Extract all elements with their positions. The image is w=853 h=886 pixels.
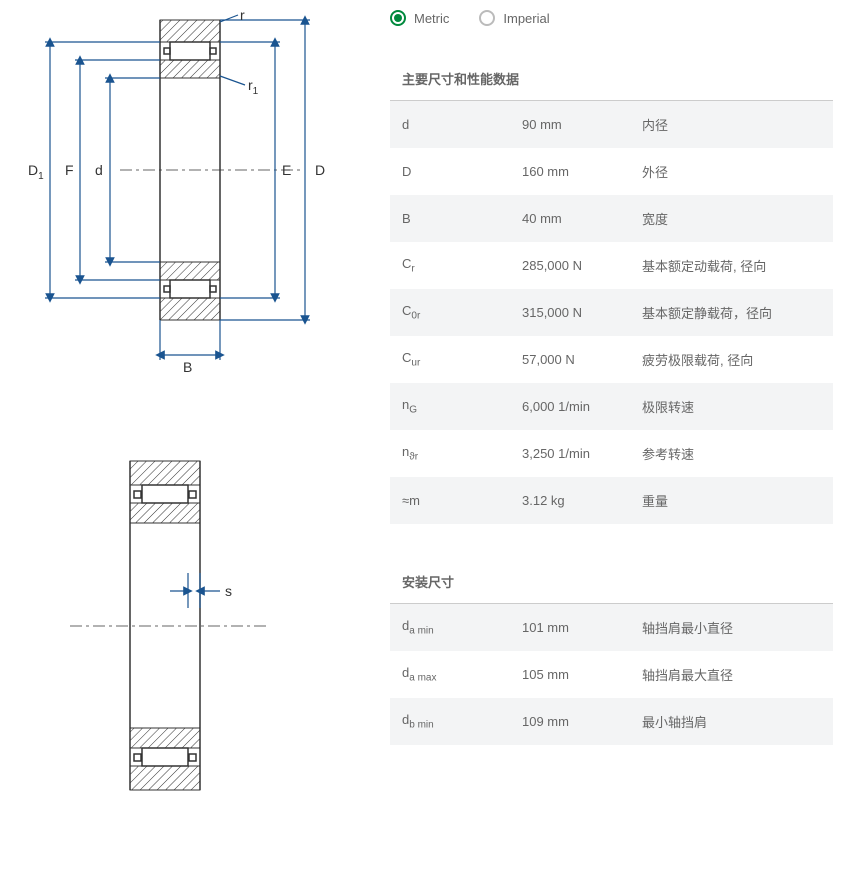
section-mounting-dimensions: 安装尺寸 da min101 mm轴挡肩最小直径da max105 mm轴挡肩最… [390, 564, 833, 745]
dim-label-s: s [225, 583, 232, 599]
spec-symbol: D [402, 164, 522, 179]
dim-label-r1: r1 [248, 77, 259, 97]
spec-symbol: nG [402, 397, 522, 416]
spec-symbol: da max [402, 665, 522, 684]
imperial-radio[interactable]: Imperial [479, 10, 549, 26]
spec-row: Cr285,000 N基本额定动载荷, 径向 [390, 242, 833, 289]
spec-description: 外径 [642, 162, 821, 181]
spec-row: nϑr3,250 1/min参考转速 [390, 430, 833, 477]
spec-value: 109 mm [522, 714, 642, 729]
spec-value: 105 mm [522, 667, 642, 682]
spec-row: nG6,000 1/min极限转速 [390, 383, 833, 430]
spec-description: 参考转速 [642, 444, 821, 463]
unit-toggle: Metric Imperial [390, 10, 833, 26]
spec-symbol: C0r [402, 303, 522, 322]
spec-value: 57,000 N [522, 352, 642, 367]
spec-description: 重量 [642, 491, 821, 510]
section-main-dimensions: 主要尺寸和性能数据 d90 mm内径D160 mm外径B40 mm宽度Cr285… [390, 61, 833, 524]
spec-symbol: Cr [402, 256, 522, 275]
spec-value: 40 mm [522, 211, 642, 226]
spec-row: D160 mm外径 [390, 148, 833, 195]
spec-value: 315,000 N [522, 305, 642, 320]
spec-row: db min109 mm最小轴挡肩 [390, 698, 833, 745]
bearing-diagram-bottom: s [20, 443, 360, 816]
spec-value: 90 mm [522, 117, 642, 132]
spec-symbol: db min [402, 712, 522, 731]
radio-icon [390, 10, 406, 26]
dim-label-E: E [282, 162, 291, 178]
radio-icon [479, 10, 495, 26]
spec-description: 最小轴挡肩 [642, 712, 821, 731]
spec-symbol: nϑr [402, 444, 522, 463]
spec-description: 内径 [642, 115, 821, 134]
dim-label-r: r [240, 10, 245, 23]
spec-value: 101 mm [522, 620, 642, 635]
spec-description: 宽度 [642, 209, 821, 228]
spec-row: da min101 mm轴挡肩最小直径 [390, 604, 833, 651]
spec-description: 轴挡肩最小直径 [642, 618, 821, 637]
spec-value: 160 mm [522, 164, 642, 179]
spec-row: ≈m3.12 kg重量 [390, 477, 833, 524]
spec-symbol: Cur [402, 350, 522, 369]
spec-symbol: da min [402, 618, 522, 637]
metric-radio[interactable]: Metric [390, 10, 449, 26]
spec-row: B40 mm宽度 [390, 195, 833, 242]
section-title: 主要尺寸和性能数据 [390, 61, 833, 101]
spec-value: 3,250 1/min [522, 446, 642, 461]
spec-symbol: ≈m [402, 493, 522, 508]
spec-description: 疲劳极限载荷, 径向 [642, 350, 821, 369]
spec-description: 极限转速 [642, 397, 821, 416]
spec-row: Cur57,000 N疲劳极限载荷, 径向 [390, 336, 833, 383]
dim-label-d: d [95, 162, 103, 178]
section-title: 安装尺寸 [390, 564, 833, 604]
spec-row: d90 mm内径 [390, 101, 833, 148]
spec-row: C0r315,000 N基本额定静载荷，径向 [390, 289, 833, 336]
spec-row: da max105 mm轴挡肩最大直径 [390, 651, 833, 698]
metric-label: Metric [414, 11, 449, 26]
imperial-label: Imperial [503, 11, 549, 26]
spec-description: 轴挡肩最大直径 [642, 665, 821, 684]
spec-value: 285,000 N [522, 258, 642, 273]
dim-label-D: D [315, 162, 325, 178]
bearing-diagram-top: D E d F D1 [20, 10, 360, 383]
dim-label-D1: D1 [28, 162, 44, 182]
spec-description: 基本额定动载荷, 径向 [642, 256, 821, 275]
dim-label-B: B [183, 359, 192, 375]
spec-symbol: d [402, 117, 522, 132]
spec-value: 3.12 kg [522, 493, 642, 508]
spec-symbol: B [402, 211, 522, 226]
dim-label-F: F [65, 162, 74, 178]
spec-value: 6,000 1/min [522, 399, 642, 414]
spec-description: 基本额定静载荷，径向 [642, 303, 821, 322]
